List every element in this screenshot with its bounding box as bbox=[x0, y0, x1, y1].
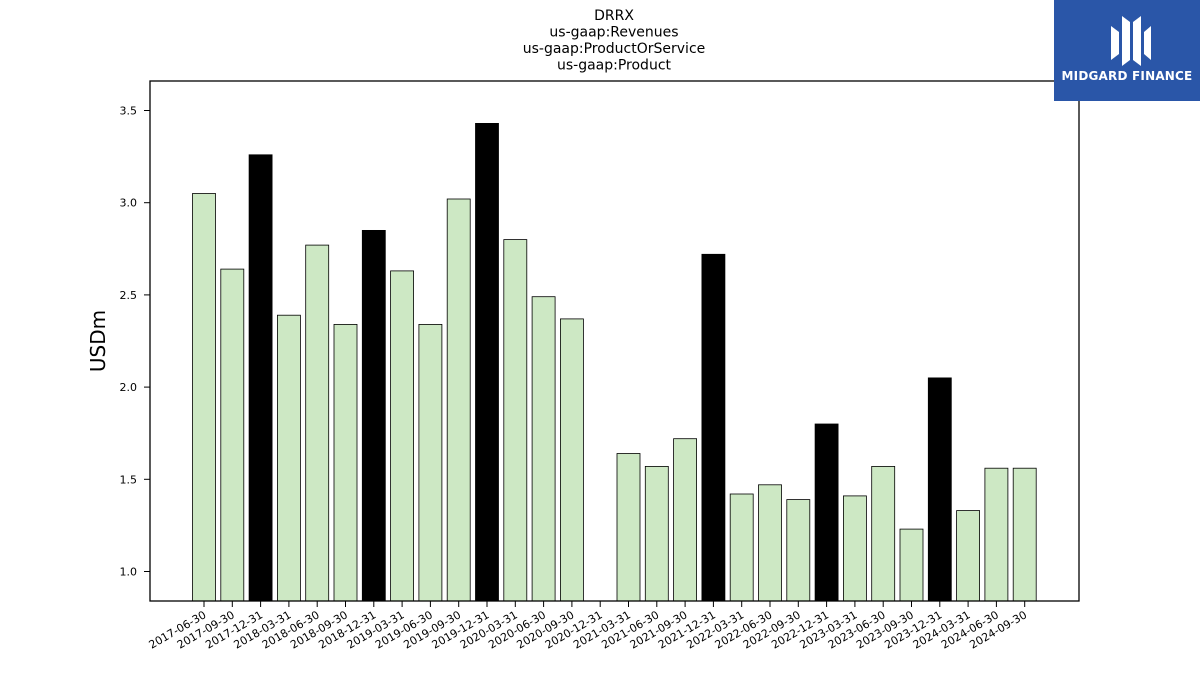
y-tick-label: 1.0 bbox=[120, 565, 138, 578]
bar-2020-06-30 bbox=[531, 296, 556, 602]
y-tick-label: 1.5 bbox=[120, 473, 138, 486]
bar-2024-09-30 bbox=[1012, 467, 1037, 602]
bar-2018-03-31 bbox=[276, 314, 301, 602]
chart-title-line: DRRX bbox=[594, 8, 634, 24]
bar-2017-12-31 bbox=[248, 154, 273, 602]
midgard-logo-icon bbox=[1111, 16, 1151, 66]
bar-2023-09-30 bbox=[899, 528, 924, 602]
bar-2023-06-30 bbox=[871, 465, 896, 602]
chart-title-line: us-gaap:Product bbox=[557, 58, 672, 74]
bar-2018-12-31 bbox=[361, 229, 386, 602]
x-axis: 2017-06-302017-09-302017-12-312018-03-31… bbox=[147, 601, 1029, 652]
bar-2022-06-30 bbox=[758, 484, 782, 602]
y-tick-label: 3.5 bbox=[120, 105, 138, 118]
bar-2024-06-30 bbox=[984, 467, 1009, 602]
bar-2019-06-30 bbox=[418, 323, 443, 602]
chart-title: DRRXus-gaap:Revenuesus-gaap:ProductOrSer… bbox=[523, 8, 706, 74]
bars bbox=[192, 123, 1037, 602]
bar-2022-03-31 bbox=[729, 493, 754, 602]
midgard-finance-logo: MIDGARD FINANCE bbox=[1054, 0, 1200, 101]
bar-2021-12-31 bbox=[701, 253, 726, 602]
bar-2022-09-30 bbox=[786, 499, 811, 602]
bar-2017-06-30 bbox=[192, 193, 216, 602]
plot-frame bbox=[149, 80, 1080, 602]
chart-title-line: us-gaap:ProductOrService bbox=[523, 41, 706, 57]
bar-2019-12-31 bbox=[475, 123, 499, 602]
bar-2018-06-30 bbox=[305, 244, 330, 602]
bar-2023-03-31 bbox=[843, 495, 867, 602]
bar-2021-06-30 bbox=[644, 465, 669, 602]
bar-2019-03-31 bbox=[390, 270, 415, 602]
bar-2020-03-31 bbox=[503, 239, 528, 602]
y-axis: 1.0 1.5 2.0 2.5 3.0 3.5 bbox=[120, 105, 150, 578]
bar-2019-09-30 bbox=[446, 198, 471, 602]
y-tick-label: 3.0 bbox=[120, 197, 138, 210]
bar-2022-12-31 bbox=[814, 423, 839, 602]
chart-title-line: us-gaap:Revenues bbox=[549, 25, 678, 41]
bar-2018-09-30 bbox=[333, 323, 358, 602]
bar-2021-09-30 bbox=[673, 438, 697, 602]
logo-text: MIDGARD FINANCE bbox=[1061, 69, 1193, 83]
bar-2024-03-31 bbox=[956, 510, 980, 602]
bar-2020-09-30 bbox=[560, 318, 584, 602]
y-axis-label: USDm bbox=[86, 310, 110, 372]
y-tick-label: 2.5 bbox=[120, 289, 138, 302]
bar-2023-12-31 bbox=[927, 377, 952, 602]
y-tick-label: 2.0 bbox=[120, 381, 138, 394]
bar-2021-03-31 bbox=[616, 453, 641, 602]
bar-2017-09-30 bbox=[220, 268, 245, 602]
